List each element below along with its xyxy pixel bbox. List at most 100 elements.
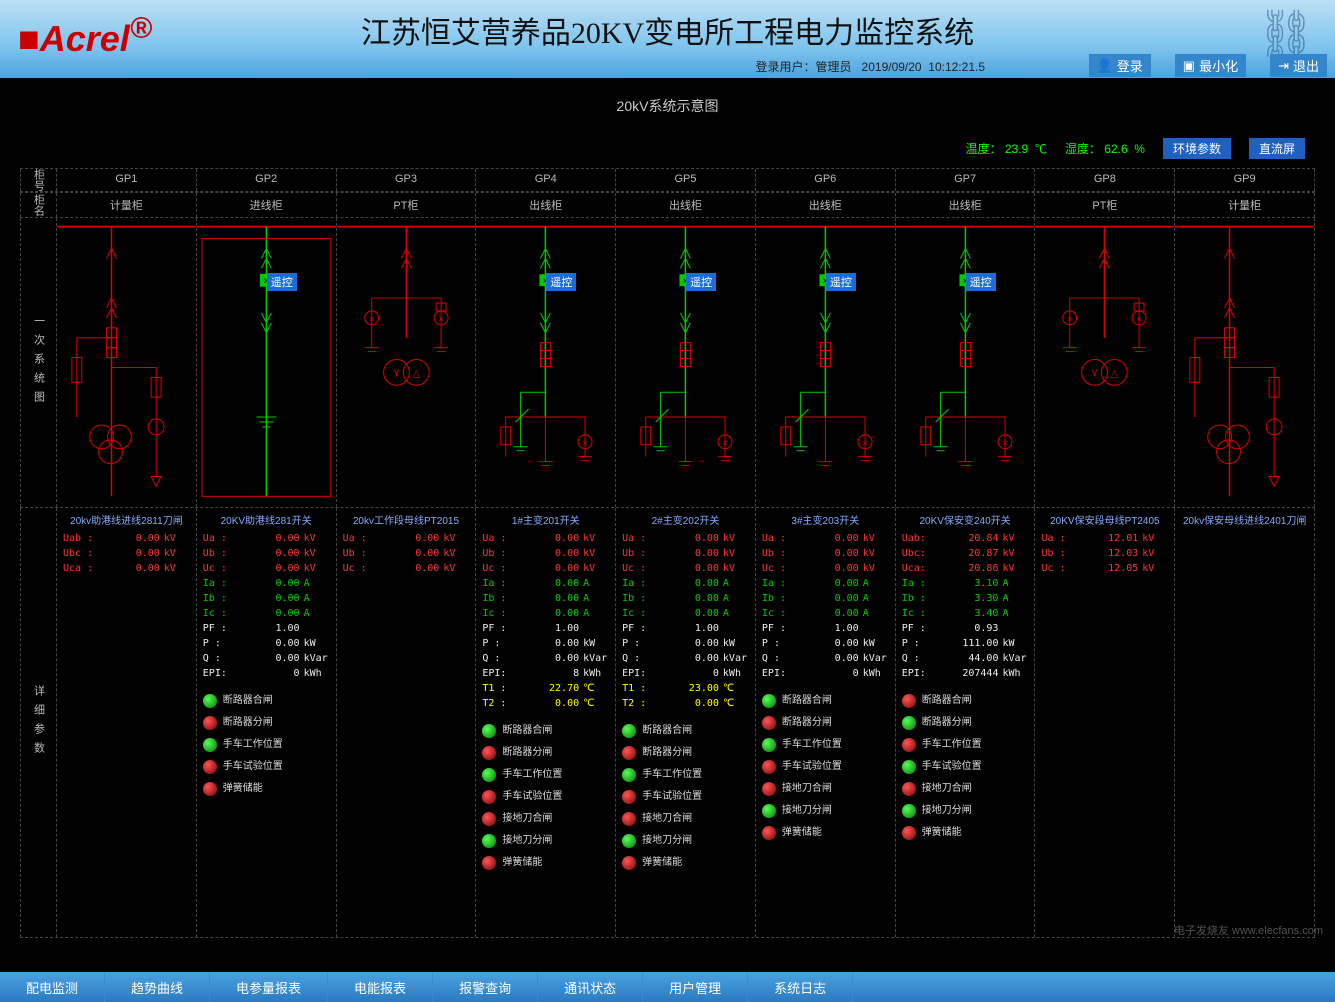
param-line: Uca :0.00kV — [63, 561, 190, 576]
param-line: Q :0.00kVar — [482, 651, 609, 666]
param-line: P :0.00kW — [203, 636, 330, 651]
footer-nav-button[interactable]: 电能报表 — [328, 972, 433, 1002]
status-line: 弹簧储能 — [482, 853, 609, 873]
login-button[interactable]: 👤登录 — [1089, 54, 1151, 77]
param-line: Ua :0.00kV — [622, 531, 749, 546]
minimize-button[interactable]: ▣最小化 — [1175, 54, 1246, 77]
param-line: Ubc :0.00kV — [63, 546, 190, 561]
status-indicator-icon — [482, 812, 496, 826]
cabinet-id: GP2 — [196, 169, 336, 191]
status-indicator-icon — [902, 826, 916, 840]
param-line: EPI:0kWh — [622, 666, 749, 681]
footer-nav-button[interactable]: 用户管理 — [643, 972, 748, 1002]
app-header: ■Acrel® 江苏恒艾营养品20KV变电所工程电力监控系统 ⛓ 登录用户：管理… — [0, 0, 1335, 78]
status-indicator-icon — [902, 804, 916, 818]
detail-cell: 20KV助港线281开关Ua :0.00kVUb :0.00kVUc :0.00… — [196, 508, 336, 937]
diagram-cell — [1174, 218, 1315, 507]
minimize-icon: ▣ — [1183, 58, 1195, 74]
cabinet-name: 计量柜 — [56, 193, 196, 217]
status-indicator-icon — [622, 790, 636, 804]
svg-text:×: × — [583, 438, 588, 448]
detail-title: 20kv助港线进线2811刀闸 — [63, 512, 190, 527]
dc-screen-button[interactable]: 直流屏 — [1249, 138, 1305, 159]
param-line: Uc :12.05kV — [1041, 561, 1168, 576]
footer-nav-button[interactable]: 报警查询 — [433, 972, 538, 1002]
status-line: 手车试验位置 — [622, 787, 749, 807]
status-line: 接地刀合闸 — [762, 779, 889, 799]
cabinet-name: 出线柜 — [475, 193, 615, 217]
param-line: Ic :0.00A — [203, 606, 330, 621]
param-line: P :0.00kW — [482, 636, 609, 651]
svg-text:×: × — [723, 438, 728, 448]
env-params-button[interactable]: 环境参数 — [1163, 138, 1231, 159]
temp-label: 温度： 23.9 ℃ — [966, 140, 1047, 157]
details-row: 详细参数 20kv助港线进线2811刀闸Uab :0.00kVUbc :0.00… — [20, 508, 1315, 938]
main-title: 江苏恒艾营养品20KV变电所工程电力监控系统 — [361, 8, 974, 52]
svg-text:×: × — [369, 314, 374, 324]
param-line: Ib :3.30A — [902, 591, 1029, 606]
status-line: 手车工作位置 — [203, 735, 330, 755]
diagram-row: 一次系统图 ×遥控××Y△××遥控××遥控××遥控××遥控××Y△ — [20, 218, 1315, 508]
status-line: 断路器分闸 — [622, 743, 749, 763]
cabinet-id: GP4 — [475, 169, 615, 191]
detail-cell: 2#主变202开关Ua :0.00kVUb :0.00kVUc :0.00kVI… — [615, 508, 755, 937]
svg-text:×: × — [1068, 314, 1073, 324]
status-indicator-icon — [902, 782, 916, 796]
cabinet-name: 进线柜 — [196, 193, 336, 217]
status-line: 断路器合闸 — [902, 691, 1029, 711]
detail-title: 20KV保安段母线PT2405 — [1041, 512, 1168, 527]
status-indicator-icon — [203, 694, 217, 708]
status-indicator-icon — [622, 746, 636, 760]
remote-tag[interactable]: 遥控 — [686, 273, 716, 291]
status-indicator-icon — [622, 724, 636, 738]
side-label-diagram: 一次系统图 — [20, 218, 56, 507]
status-indicator-icon — [762, 738, 776, 752]
remote-tag[interactable]: 遥控 — [966, 273, 996, 291]
svg-text:Y: Y — [393, 368, 400, 379]
row-label-id: 柜号 — [20, 169, 56, 191]
param-line: Ua :0.00kV — [203, 531, 330, 546]
status-indicator-icon — [203, 738, 217, 752]
param-line: Ub :0.00kV — [343, 546, 470, 561]
cabinet-id-row: 柜号 GP1GP2GP3GP4GP5GP6GP7GP8GP9 — [20, 168, 1315, 192]
status-indicator-icon — [622, 856, 636, 870]
status-indicator-icon — [482, 856, 496, 870]
param-line: Q :0.00kVar — [203, 651, 330, 666]
remote-tag[interactable]: 遥控 — [267, 273, 297, 291]
status-indicator-icon — [762, 782, 776, 796]
param-line: PF :1.00 — [482, 621, 609, 636]
param-line: Q :0.00kVar — [622, 651, 749, 666]
svg-text:×: × — [1002, 438, 1007, 448]
status-indicator-icon — [902, 760, 916, 774]
status-line: 断路器分闸 — [482, 743, 609, 763]
param-line: Ic :0.00A — [762, 606, 889, 621]
cabinet-name: PT柜 — [1034, 193, 1174, 217]
param-line: Ub :0.00kV — [482, 546, 609, 561]
param-line: EPI:207444kWh — [902, 666, 1029, 681]
footer-nav-button[interactable]: 配电监测 — [0, 972, 105, 1002]
status-indicator-icon — [482, 768, 496, 782]
param-line: EPI:8kWh — [482, 666, 609, 681]
detail-cell: 20kv保安母线进线2401刀闸 — [1174, 508, 1315, 937]
footer-nav-button[interactable]: 趋势曲线 — [105, 972, 210, 1002]
param-line: Ia :3.10A — [902, 576, 1029, 591]
status-line: 手车工作位置 — [622, 765, 749, 785]
diagram-cell: ××遥控 — [895, 218, 1035, 507]
status-indicator-icon — [762, 716, 776, 730]
remote-tag[interactable]: 遥控 — [826, 273, 856, 291]
status-line: 断路器分闸 — [203, 713, 330, 733]
exit-button[interactable]: ⇥退出 — [1270, 54, 1327, 77]
footer-nav-button[interactable]: 电参量报表 — [210, 972, 328, 1002]
footer-nav-button[interactable]: 通讯状态 — [538, 972, 643, 1002]
status-indicator-icon — [622, 834, 636, 848]
status-line: 断路器合闸 — [622, 721, 749, 741]
remote-tag[interactable]: 遥控 — [546, 273, 576, 291]
svg-text:×: × — [1137, 314, 1142, 324]
footer-nav-button[interactable]: 系统日志 — [748, 972, 853, 1002]
param-line: Q :44.00kVar — [902, 651, 1029, 666]
svg-text:Y: Y — [1092, 368, 1099, 379]
param-line: EPI:0kWh — [203, 666, 330, 681]
status-indicator-icon — [482, 834, 496, 848]
param-line: Ub :0.00kV — [203, 546, 330, 561]
content-area: 20kV系统示意图 温度： 23.9 ℃ 湿度： 62.6 % 环境参数 直流屏… — [0, 78, 1335, 972]
